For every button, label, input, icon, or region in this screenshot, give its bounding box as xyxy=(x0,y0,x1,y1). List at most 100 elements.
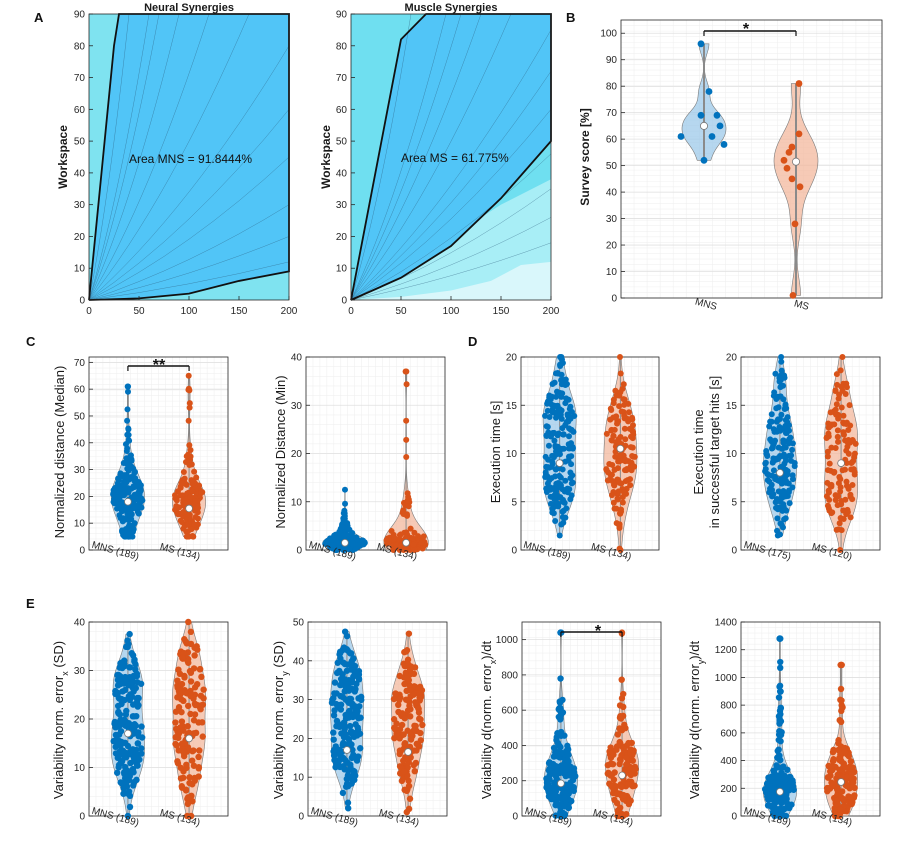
data-point xyxy=(179,480,186,487)
y-tick-label: 1000 xyxy=(496,635,519,646)
y-tick-label: 60 xyxy=(336,105,348,116)
data-point xyxy=(187,446,194,453)
data-point xyxy=(403,368,410,375)
data-point xyxy=(136,487,143,494)
data-point xyxy=(121,739,129,747)
chart-title-muscle: Muscle Synergies xyxy=(405,2,498,14)
data-point xyxy=(784,425,791,432)
data-point xyxy=(171,492,178,499)
data-point xyxy=(846,402,853,409)
data-point xyxy=(785,440,792,447)
data-point xyxy=(828,762,836,770)
data-point xyxy=(558,393,565,400)
violin-chart-B: 0 10 20 30 40 50 60 70 80 90 100 MNS MS xyxy=(600,19,883,313)
data-point xyxy=(554,409,561,416)
x-tick-label: 100 xyxy=(181,306,198,317)
data-point xyxy=(547,484,554,491)
data-point xyxy=(618,408,625,415)
data-point xyxy=(838,404,845,411)
data-point xyxy=(138,745,145,752)
data-point xyxy=(556,699,564,706)
data-point xyxy=(567,475,574,482)
data-point xyxy=(836,716,843,724)
data-point xyxy=(567,496,574,503)
axes-frame xyxy=(350,13,552,301)
data-point xyxy=(419,721,426,729)
data-point xyxy=(677,133,685,140)
data-point xyxy=(118,506,125,513)
data-point xyxy=(192,729,200,737)
data-point xyxy=(560,431,567,438)
data-point xyxy=(340,644,348,651)
y-tick-label: 50 xyxy=(336,137,348,148)
data-point xyxy=(780,437,787,444)
x-tick-label: 200 xyxy=(281,306,298,317)
workspace-area xyxy=(89,14,289,300)
data-point xyxy=(625,400,632,407)
data-point xyxy=(775,694,783,701)
data-point xyxy=(843,782,850,790)
data-point xyxy=(124,417,131,424)
data-point xyxy=(611,466,618,473)
data-point xyxy=(186,511,193,518)
data-point xyxy=(543,463,550,470)
data-point xyxy=(340,547,347,553)
y-tick-label: 0 xyxy=(341,296,347,307)
y-tick-label: 30 xyxy=(293,695,305,706)
data-point xyxy=(843,478,850,485)
data-point xyxy=(332,547,339,553)
data-point xyxy=(782,429,789,436)
y-tick-label: 90 xyxy=(336,10,348,21)
data-point xyxy=(849,437,856,444)
data-point xyxy=(126,664,134,671)
data-point xyxy=(355,675,363,682)
data-point xyxy=(781,453,788,460)
y-tick-label: 40 xyxy=(336,168,348,179)
data-point xyxy=(849,798,856,806)
data-point xyxy=(123,473,130,480)
data-point xyxy=(397,531,404,538)
data-point xyxy=(347,761,354,768)
y-axis-label-a-right: Workspace xyxy=(319,125,333,189)
data-point xyxy=(138,723,145,730)
data-point xyxy=(331,679,339,686)
data-point xyxy=(410,691,417,698)
data-point xyxy=(542,412,549,419)
data-point xyxy=(192,498,199,505)
data-point xyxy=(177,517,184,524)
data-point xyxy=(607,772,614,779)
trajectory-line xyxy=(350,13,412,301)
data-point xyxy=(132,684,139,692)
data-point xyxy=(124,406,131,413)
data-point xyxy=(562,381,569,388)
data-point xyxy=(135,694,142,702)
data-point xyxy=(406,702,413,709)
y-tick-label: 70 xyxy=(74,73,86,84)
data-point xyxy=(398,721,406,729)
data-point xyxy=(782,473,789,480)
panel-label-b: B xyxy=(566,10,575,25)
data-point xyxy=(566,433,573,440)
data-point xyxy=(186,667,194,675)
data-point xyxy=(112,731,120,739)
data-point xyxy=(557,716,564,723)
data-point xyxy=(556,707,564,714)
data-point xyxy=(560,445,567,452)
data-point xyxy=(556,769,563,777)
y-label-e2-tail: (SD) xyxy=(271,641,286,671)
data-point xyxy=(343,775,351,783)
data-point xyxy=(337,701,345,708)
data-point xyxy=(833,526,840,533)
area-annotation-ms: Area MS = 61.775% xyxy=(401,151,509,165)
data-point xyxy=(111,718,119,726)
data-point xyxy=(557,361,564,368)
data-point xyxy=(396,672,403,680)
data-point xyxy=(199,733,206,740)
data-point xyxy=(125,693,132,700)
trajectory-line xyxy=(88,261,290,301)
data-point xyxy=(123,707,130,715)
data-point xyxy=(763,450,770,457)
y-tick-label: 15 xyxy=(726,401,738,412)
significance-marker-b: * xyxy=(743,21,750,38)
